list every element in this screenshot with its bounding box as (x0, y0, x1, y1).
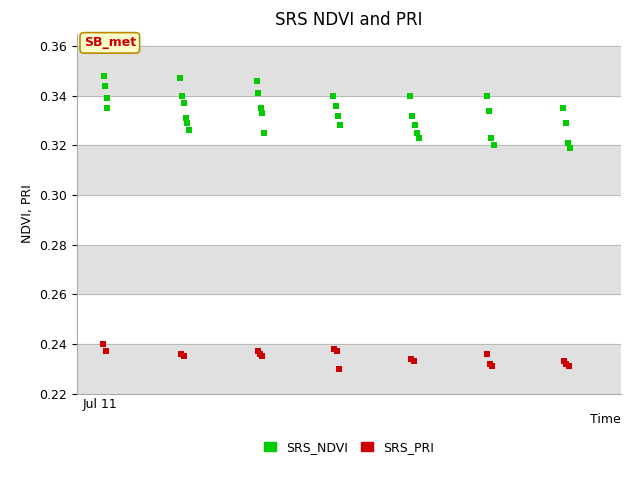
Point (561, 119, 571, 127)
Point (563, 139, 573, 147)
Point (176, 350, 186, 358)
Point (486, 134, 497, 142)
Point (98, 340, 108, 348)
Point (102, 104, 113, 112)
Point (410, 121, 420, 129)
Point (406, 355, 416, 363)
Point (483, 350, 493, 358)
Point (177, 92, 187, 99)
Point (409, 358, 419, 365)
Point (255, 104, 266, 112)
Point (180, 114, 191, 122)
Point (484, 360, 495, 368)
Point (259, 129, 269, 137)
Text: SB_met: SB_met (84, 36, 136, 49)
Point (100, 348, 111, 355)
Point (332, 348, 342, 355)
Point (102, 94, 112, 102)
Point (561, 360, 572, 368)
Point (487, 362, 497, 370)
Point (559, 358, 569, 365)
Point (179, 352, 189, 360)
Point (100, 82, 110, 90)
Point (405, 92, 415, 99)
Point (179, 99, 189, 107)
Point (182, 119, 192, 127)
Point (558, 104, 568, 112)
Point (328, 92, 339, 99)
Bar (77, 344, 621, 394)
Point (184, 127, 194, 134)
Point (253, 89, 264, 97)
Point (255, 350, 265, 358)
Point (252, 77, 262, 84)
Point (329, 345, 339, 353)
Point (331, 102, 341, 109)
Point (564, 362, 574, 370)
Point (488, 142, 499, 149)
Bar (77, 145, 621, 195)
Point (414, 134, 424, 142)
Point (253, 348, 263, 355)
Text: Time: Time (590, 413, 621, 426)
Point (99, 72, 109, 80)
Title: SRS NDVI and PRI: SRS NDVI and PRI (275, 11, 422, 29)
Point (333, 365, 344, 372)
Point (412, 129, 422, 137)
Point (175, 74, 186, 82)
Point (257, 352, 268, 360)
Point (335, 121, 346, 129)
Legend: SRS_NDVI, SRS_PRI: SRS_NDVI, SRS_PRI (259, 436, 439, 459)
Point (565, 144, 575, 152)
Point (481, 92, 492, 99)
Bar (77, 245, 621, 294)
Bar (77, 46, 621, 96)
Point (257, 109, 268, 117)
Point (484, 107, 494, 114)
Point (407, 112, 417, 120)
Y-axis label: NDVI, PRI: NDVI, PRI (20, 184, 34, 243)
Point (333, 112, 343, 120)
